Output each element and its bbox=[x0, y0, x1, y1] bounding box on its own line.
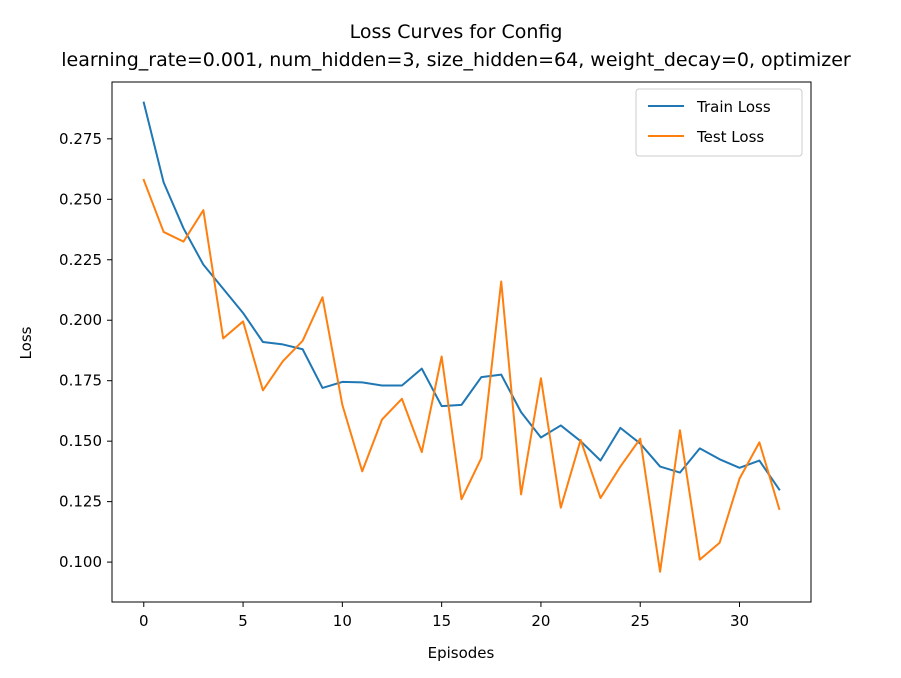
y-tick-label: 0.225 bbox=[59, 251, 102, 269]
chart-subtitle: learning_rate=0.001, num_hidden=3, size_… bbox=[61, 49, 851, 71]
series-line-test-loss bbox=[142, 178, 781, 573]
x-tick-label: 0 bbox=[139, 612, 149, 630]
x-axis-label: Episodes bbox=[428, 644, 495, 662]
x-axis-ticks: 0 5 10 15 20 25 30 bbox=[139, 602, 749, 630]
y-axis-ticks: 0.100 0.125 0.150 0.175 0.200 0.225 0.250 0.275 bbox=[59, 130, 112, 571]
y-tick-label: 0.200 bbox=[59, 311, 102, 329]
series-layer bbox=[142, 101, 781, 573]
legend-label-train-loss: Train Loss bbox=[696, 98, 771, 116]
x-tick-label: 15 bbox=[432, 612, 451, 630]
plot-frame bbox=[111, 81, 812, 603]
x-tick-label: 20 bbox=[531, 612, 550, 630]
y-tick-label: 0.150 bbox=[59, 432, 102, 450]
y-axis-label: Loss bbox=[17, 326, 35, 359]
x-tick-label: 10 bbox=[333, 612, 352, 630]
y-tick-label: 0.100 bbox=[59, 553, 102, 571]
y-tick-label: 0.250 bbox=[59, 190, 102, 208]
y-tick-label: 0.125 bbox=[59, 493, 102, 511]
chart-title: Loss Curves for Config bbox=[350, 21, 563, 43]
x-tick-label: 25 bbox=[631, 612, 650, 630]
x-tick-label: 5 bbox=[238, 612, 248, 630]
y-tick-label: 0.275 bbox=[59, 130, 102, 148]
legend: Train Loss Test Loss bbox=[635, 88, 803, 157]
y-tick-label: 0.175 bbox=[59, 372, 102, 390]
series-line-train-loss bbox=[142, 101, 781, 491]
x-tick-label: 30 bbox=[730, 612, 749, 630]
legend-label-test-loss: Test Loss bbox=[696, 128, 764, 146]
